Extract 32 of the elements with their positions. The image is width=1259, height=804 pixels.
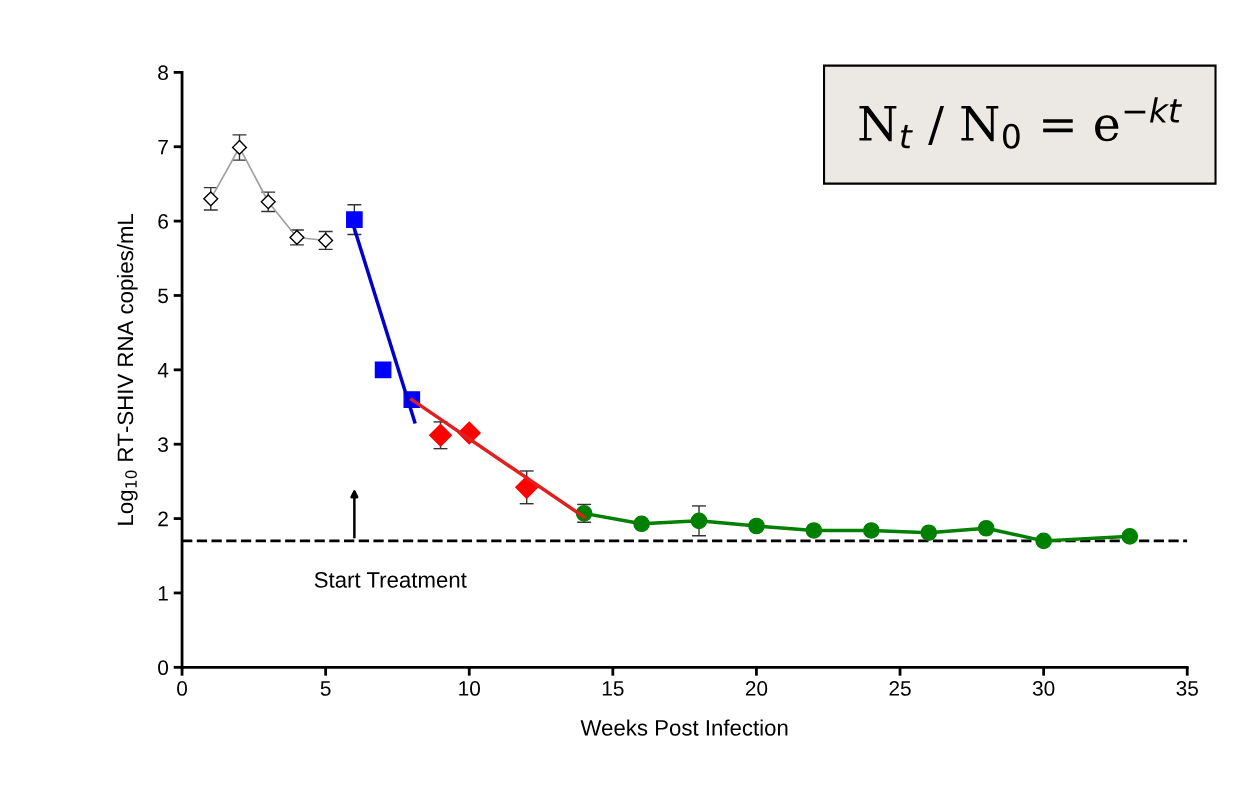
point — [748, 517, 765, 535]
x-tick-label: 25 — [889, 681, 911, 696]
point — [374, 361, 392, 379]
point — [1035, 532, 1052, 550]
y-tick-label: 8 — [158, 65, 168, 81]
y-tick-label: 0 — [158, 660, 169, 676]
y-tick-label: 4 — [157, 363, 169, 378]
point — [690, 512, 708, 530]
point — [633, 515, 650, 533]
x-tick-label: 0 — [177, 681, 188, 696]
y-axis-title: Log$_{10}$ RT-SHIV RNA copies/mL — [116, 213, 138, 525]
x-tick-label: 5 — [320, 681, 331, 696]
y-tick-label: 6 — [158, 214, 168, 229]
x-tick-label: 15 — [602, 681, 624, 696]
x-tick-label: 10 — [459, 681, 481, 696]
y-tick-label: 1 — [158, 586, 168, 601]
point — [862, 522, 880, 539]
annotation: Start Treatment — [314, 572, 467, 588]
y-tick-label: 5 — [158, 288, 168, 304]
x-tick-label: 20 — [745, 681, 768, 696]
point — [805, 522, 823, 539]
y-tick-label: 2 — [158, 511, 168, 527]
x-tick-label: 30 — [1032, 681, 1055, 696]
x-axis-title: Weeks Post Infection — [580, 719, 788, 736]
point — [346, 211, 363, 228]
point — [977, 519, 995, 537]
point — [1121, 528, 1139, 545]
annotation: N$_{t}$ / N$_{0}$ = e$^{−kt}$ — [859, 97, 1182, 149]
x-tick-label: 35 — [1176, 681, 1198, 696]
y-tick-label: 3 — [158, 437, 168, 452]
point — [920, 524, 938, 542]
y-tick-label: 7 — [158, 139, 168, 155]
